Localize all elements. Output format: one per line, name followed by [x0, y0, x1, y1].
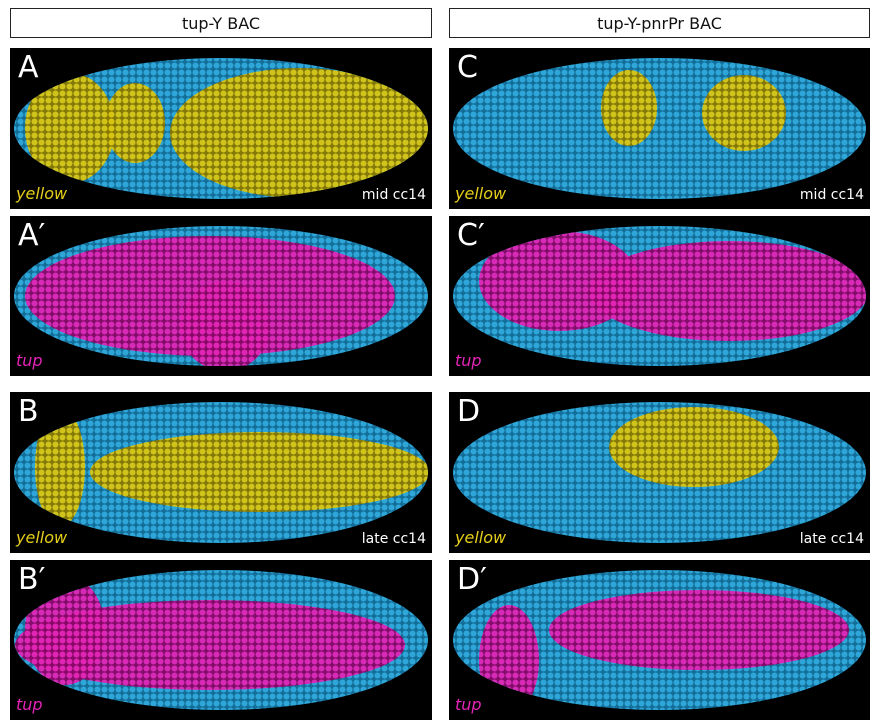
expression-domain — [180, 281, 270, 366]
expression-domain — [15, 600, 405, 690]
stage-label: late cc14 — [361, 531, 426, 547]
stain-label: tup — [455, 351, 482, 370]
expression-domain — [601, 70, 657, 146]
panel: B′ tup — [10, 560, 432, 720]
embryo-image — [14, 402, 428, 543]
panel-label: B′ — [18, 562, 46, 597]
expression-domain — [170, 68, 428, 198]
embryo-image — [453, 226, 866, 366]
stain-label: yellow — [455, 184, 507, 203]
embryo-image — [14, 570, 428, 710]
panel: C′ tup — [449, 216, 870, 376]
embryo-image — [14, 58, 428, 199]
embryo-image — [14, 226, 428, 366]
expression — [25, 68, 428, 198]
column-header: tup-Y-pnrPr BAC — [449, 8, 870, 38]
panel-label: C — [457, 50, 478, 85]
panel-label: B — [18, 394, 39, 429]
stain-label: yellow — [16, 528, 68, 547]
stage-label: mid cc14 — [799, 187, 864, 203]
expression — [25, 236, 395, 366]
panel: A′ tup — [10, 216, 432, 376]
expression — [479, 231, 866, 341]
stain-label: yellow — [455, 528, 507, 547]
embryo — [453, 58, 866, 199]
embryo-image — [453, 58, 866, 199]
stain-label: yellow — [16, 184, 68, 203]
expression-domain — [589, 241, 866, 341]
embryo-image — [453, 570, 866, 710]
expression-domain — [479, 605, 539, 710]
expression — [35, 407, 428, 527]
panel-label: A — [18, 50, 39, 85]
panel-label: C′ — [457, 218, 485, 253]
expression-domain — [549, 590, 849, 670]
stain-label: tup — [16, 695, 43, 714]
expression-domain — [105, 83, 165, 163]
panel: D′ tup — [449, 560, 870, 720]
panel-label: A′ — [18, 218, 46, 253]
expression — [609, 407, 779, 487]
expression — [601, 70, 786, 151]
column-header: tup-Y BAC — [10, 8, 432, 38]
panel-label: D — [457, 394, 481, 429]
expression-domain — [609, 407, 779, 487]
embryo-image — [453, 402, 866, 543]
stain-label: tup — [455, 695, 482, 714]
stage-label: late cc14 — [799, 531, 864, 547]
expression-domain — [35, 407, 85, 527]
expression-domain — [25, 73, 115, 183]
expression-domain — [90, 432, 428, 512]
stain-label: tup — [16, 351, 43, 370]
panel-label: D′ — [457, 562, 487, 597]
expression-domain — [702, 75, 786, 151]
stage-label: mid cc14 — [361, 187, 426, 203]
